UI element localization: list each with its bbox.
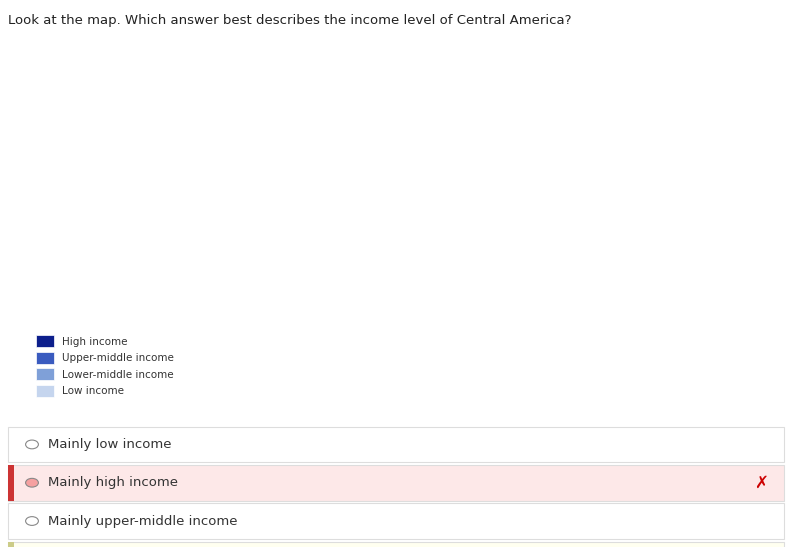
Text: Mainly upper-middle income: Mainly upper-middle income [48, 515, 238, 527]
Text: Mainly low income: Mainly low income [48, 438, 171, 451]
Text: Look at the map. Which answer best describes the income level of Central America: Look at the map. Which answer best descr… [8, 14, 571, 27]
Text: Low income: Low income [62, 386, 123, 396]
Text: Upper-middle income: Upper-middle income [62, 353, 174, 363]
Text: ✗: ✗ [754, 474, 768, 492]
Text: Mainly high income: Mainly high income [48, 476, 178, 489]
Text: High income: High income [62, 337, 127, 347]
Text: Lower-middle income: Lower-middle income [62, 370, 174, 380]
